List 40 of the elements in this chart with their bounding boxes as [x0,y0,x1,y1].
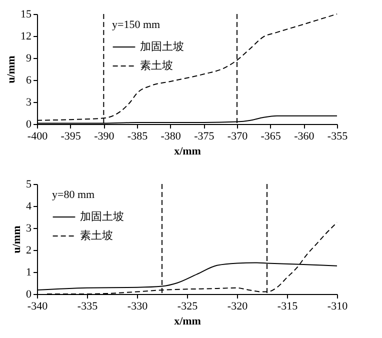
y-tick-label: 6 [26,74,32,86]
x-tick-label: -400 [27,130,48,142]
x-tick-label: -390 [94,130,115,142]
x-tick-label: -325 [177,300,198,312]
y-tick-label: 15 [20,8,32,20]
x-tick-label: -370 [227,130,248,142]
x-tick-label: -310 [327,300,348,312]
y-axis-title: u/mm [6,56,18,84]
x-tick-label: -365 [260,130,282,142]
legend-label: 加固土坡 [140,40,184,53]
y-tick-label: 3 [26,96,32,108]
y-tick-label: 2 [26,244,32,256]
legend-label: 素土坡 [80,229,113,242]
y-tick-label: 4 [26,200,32,212]
y-tick-label: 3 [26,222,32,234]
legend-label: 素土坡 [140,59,173,72]
x-tick-label: -380 [160,130,182,142]
x-tick-label: -395 [60,130,82,142]
line-series [36,14,338,121]
y-tick-label: 0 [26,118,32,130]
x-tick-label: -320 [227,300,248,312]
x-tick-label: -335 [77,300,98,312]
y-tick-label: 9 [26,52,32,64]
x-tick-label: -330 [127,300,148,312]
y-tick-label: 1 [26,266,32,278]
legend-title: y=80 mm [52,189,96,201]
x-axis-title: x/mm [174,146,201,158]
x-tick-label: -385 [127,130,148,142]
y-axis-title: u/mm [11,226,23,254]
x-tick-label: -360 [294,130,315,142]
x-tick-label: -355 [327,130,348,142]
legend-title: y=150 mm [112,19,161,31]
y-tick-label: 5 [26,178,32,190]
y-tick-label: 12 [20,30,32,42]
x-tick-label: -315 [277,300,298,312]
legend-label: 加固土坡 [80,210,124,223]
y-tick-label: 0 [26,288,32,300]
x-tick-label: -340 [27,300,48,312]
x-axis-title: x/mm [174,316,201,328]
x-tick-label: -375 [194,130,215,142]
